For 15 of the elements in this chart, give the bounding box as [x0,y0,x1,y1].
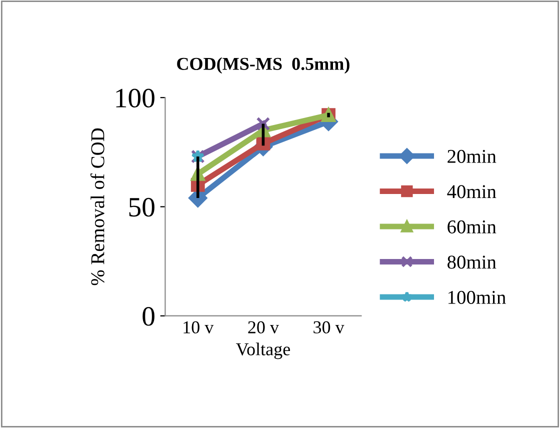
y-tick-label: 50 [129,198,154,217]
y-axis-title: % Removal of COD [90,128,104,286]
x-tick-label: 30 v [314,321,344,334]
legend-label: 40min [447,185,496,198]
y-tick-label: 100 [116,88,154,108]
legend-label: 60min [448,220,496,234]
y-tick-label: 0 [142,307,154,326]
legend-label: 20min [448,150,496,163]
x-tick-label: 10 v [184,321,214,334]
x-tick-label: 20 v [248,321,279,334]
legend-label: 100min [448,290,506,304]
chart-title: COD(MS-MS 0.5mm) [177,57,350,74]
legend-label: 80min [448,256,496,269]
x-axis-title: Voltage [236,342,290,360]
point [256,116,270,131]
